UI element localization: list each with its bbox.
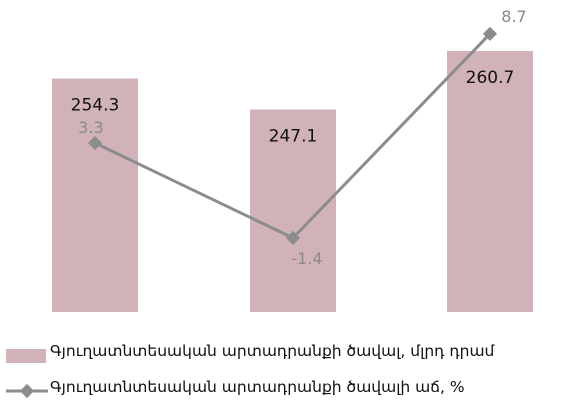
bar-value-label-3: 260.7 [466,68,515,88]
growth-value-label-1: 3.3 [78,118,103,137]
bar-value-label-2: 247.1 [269,126,318,146]
legend-line-swatch [6,383,48,399]
legend-bar-label: Գյուղատնտեսական արտադրանքի ծավալ, մլրդ դ… [50,342,495,360]
bar-1 [52,78,138,312]
legend-item-bar: Գյուղատնտեսական արտադրանքի ծավալ, մլրդ դ… [0,340,572,370]
bar-3 [447,51,533,312]
growth-value-label-3: 8.7 [501,7,526,26]
chart: 254.3 247.1 260.7 3.3 -1.4 8.7 [52,7,533,313]
legend-line-label: Գյուղատնտեսական արտադրանքի ծավալի աճ, % [50,378,465,396]
growth-value-label-2: -1.4 [291,249,322,268]
legend-bar-swatch [6,349,46,363]
legend-item-line: Գյուղատնտեսական արտադրանքի ծավալի աճ, % [0,376,572,406]
growth-point-2 [285,230,301,246]
bar-value-label-1: 254.3 [71,96,120,116]
growth-point-3 [482,26,498,41]
bar-2 [250,109,336,313]
